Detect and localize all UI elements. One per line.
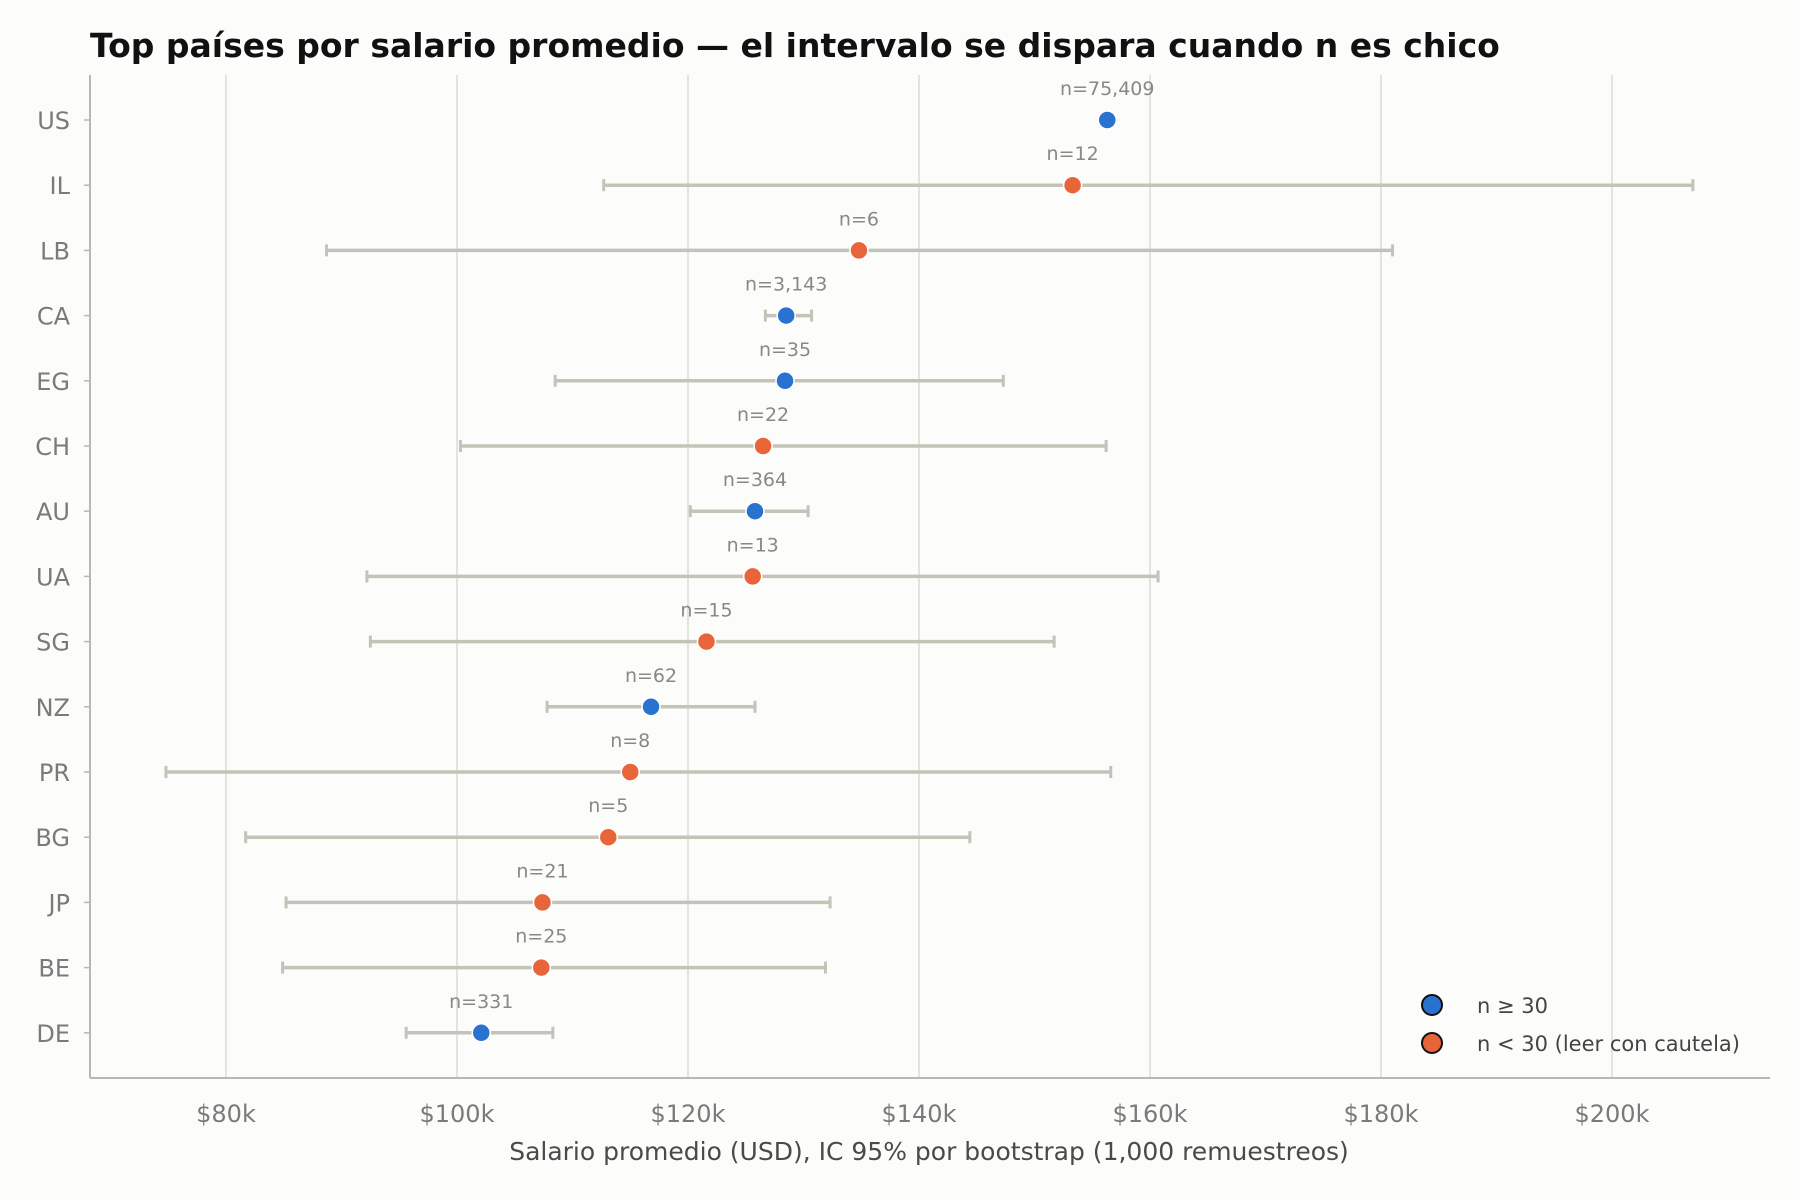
data-point — [742, 566, 763, 587]
y-tick-label: JP — [46, 889, 70, 917]
n-label: n=75,409 — [1060, 78, 1154, 100]
n-label: n=13 — [727, 534, 779, 556]
x-tick-label: $200k — [1575, 1100, 1650, 1128]
n-label: n=22 — [737, 404, 789, 426]
data-point — [531, 957, 552, 978]
data-point — [745, 501, 765, 521]
legend-marker — [1421, 994, 1443, 1016]
error-bar — [284, 896, 832, 909]
y-tick-label: NZ — [36, 694, 70, 722]
axes — [84, 75, 1770, 1079]
y-tick-label: AU — [36, 498, 70, 526]
legend: n ≥ 30 n < 30 (leer con cautela) — [1421, 994, 1740, 1056]
points — [471, 110, 1118, 1043]
x-tick-labels: $80k $100k $120k $140k $160k $180k $200k — [196, 1100, 1649, 1128]
y-tick-labels: US IL LB CA EG CH AU UA SG NZ PR BG JP BE DE — [35, 107, 70, 1048]
y-tick-label: BG — [35, 824, 70, 852]
y-tick-label: CH — [35, 433, 70, 461]
y-tick-label: IL — [50, 172, 71, 200]
legend-label: n < 30 (leer con cautela) — [1477, 1032, 1740, 1056]
n-label: n=331 — [449, 991, 513, 1013]
data-point — [620, 762, 640, 782]
y-tick-label: US — [37, 107, 70, 135]
n-label: n=62 — [625, 665, 677, 687]
x-tick-label: $120k — [651, 1100, 726, 1128]
x-tick-label: $100k — [420, 1100, 495, 1128]
data-point — [753, 436, 773, 456]
y-tick-label: CA — [37, 303, 71, 331]
data-point — [641, 697, 661, 717]
legend-entry: n < 30 (leer con cautela) — [1421, 1032, 1740, 1056]
n-label: n=6 — [839, 208, 879, 230]
data-point — [598, 827, 619, 847]
legend-label: n ≥ 30 — [1477, 994, 1548, 1018]
data-point — [532, 892, 553, 913]
n-label: n=25 — [515, 926, 567, 948]
n-label: n=364 — [723, 469, 787, 491]
x-tick-label: $140k — [882, 1100, 957, 1128]
y-tick-label: EG — [36, 368, 70, 396]
y-tick-label: UA — [36, 563, 71, 591]
x-tick-label: $160k — [1113, 1100, 1188, 1128]
n-label: n=35 — [759, 339, 811, 361]
error-bar — [281, 961, 827, 974]
n-label: n=8 — [610, 730, 650, 752]
data-point — [1062, 175, 1083, 195]
legend-entry: n ≥ 30 — [1421, 994, 1548, 1018]
data-point — [696, 631, 717, 652]
data-point — [775, 371, 795, 391]
error-bar — [602, 179, 1695, 192]
chart-title: Top países por salario promedio — el int… — [90, 26, 1500, 65]
y-tick-label: DE — [36, 1020, 70, 1048]
error-bar — [365, 570, 1160, 583]
y-tick-label: BE — [38, 955, 70, 983]
y-tick-label: PR — [39, 759, 70, 787]
y-tick-label: SG — [36, 629, 70, 657]
data-point — [1097, 110, 1118, 130]
error-bar — [458, 440, 1108, 452]
y-tick-label: LB — [40, 237, 70, 265]
n-label: n=3,143 — [745, 274, 827, 296]
n-label: n=15 — [680, 600, 732, 622]
n-label: n=12 — [1047, 143, 1099, 165]
n-labels: n=75,409 n=12 n=6 n=3,143 n=35 n=22 n=364 n=13 n… — [449, 78, 1154, 1013]
x-tick-label: $180k — [1344, 1100, 1419, 1128]
n-label: n=21 — [516, 860, 568, 882]
data-point — [776, 305, 796, 326]
x-tick-label: $80k — [196, 1100, 256, 1128]
n-label: n=5 — [588, 795, 628, 817]
data-point — [849, 240, 869, 261]
x-axis-title: Salario promedio (USD), IC 95% por boots… — [509, 1137, 1349, 1166]
error-bars — [164, 179, 1695, 1039]
data-point — [471, 1023, 492, 1043]
legend-marker — [1421, 1032, 1443, 1054]
